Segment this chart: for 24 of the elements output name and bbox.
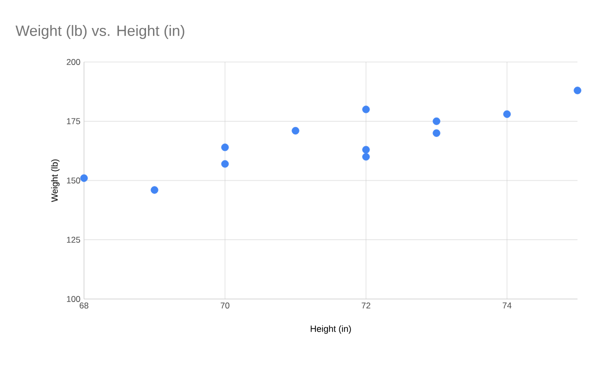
y-tick-label: 125 xyxy=(66,236,80,243)
x-tick-label: 70 xyxy=(220,302,230,309)
point xyxy=(574,86,582,94)
chart-title: Weight (lb) vs. Height (in) xyxy=(16,25,184,39)
y-tick-label: 150 xyxy=(66,178,80,184)
point xyxy=(362,146,370,154)
point xyxy=(221,144,229,152)
point xyxy=(362,106,370,114)
y-tick-label: 100 xyxy=(66,296,80,302)
point xyxy=(432,117,440,126)
y-tick-label: 175 xyxy=(66,118,80,124)
point xyxy=(432,129,440,137)
x-tick-label: 72 xyxy=(362,302,370,308)
point xyxy=(221,160,229,168)
point xyxy=(150,186,158,194)
x-tick-label: 74 xyxy=(502,302,512,308)
x-tick-label: 68 xyxy=(80,302,88,309)
y-axis-title: Weight (lb) xyxy=(51,159,60,202)
point xyxy=(80,174,88,182)
point xyxy=(503,110,511,118)
y-tick-label: 200 xyxy=(66,59,80,65)
point xyxy=(292,126,300,135)
point xyxy=(362,153,370,161)
x-axis-title: Height (in) xyxy=(310,325,351,334)
